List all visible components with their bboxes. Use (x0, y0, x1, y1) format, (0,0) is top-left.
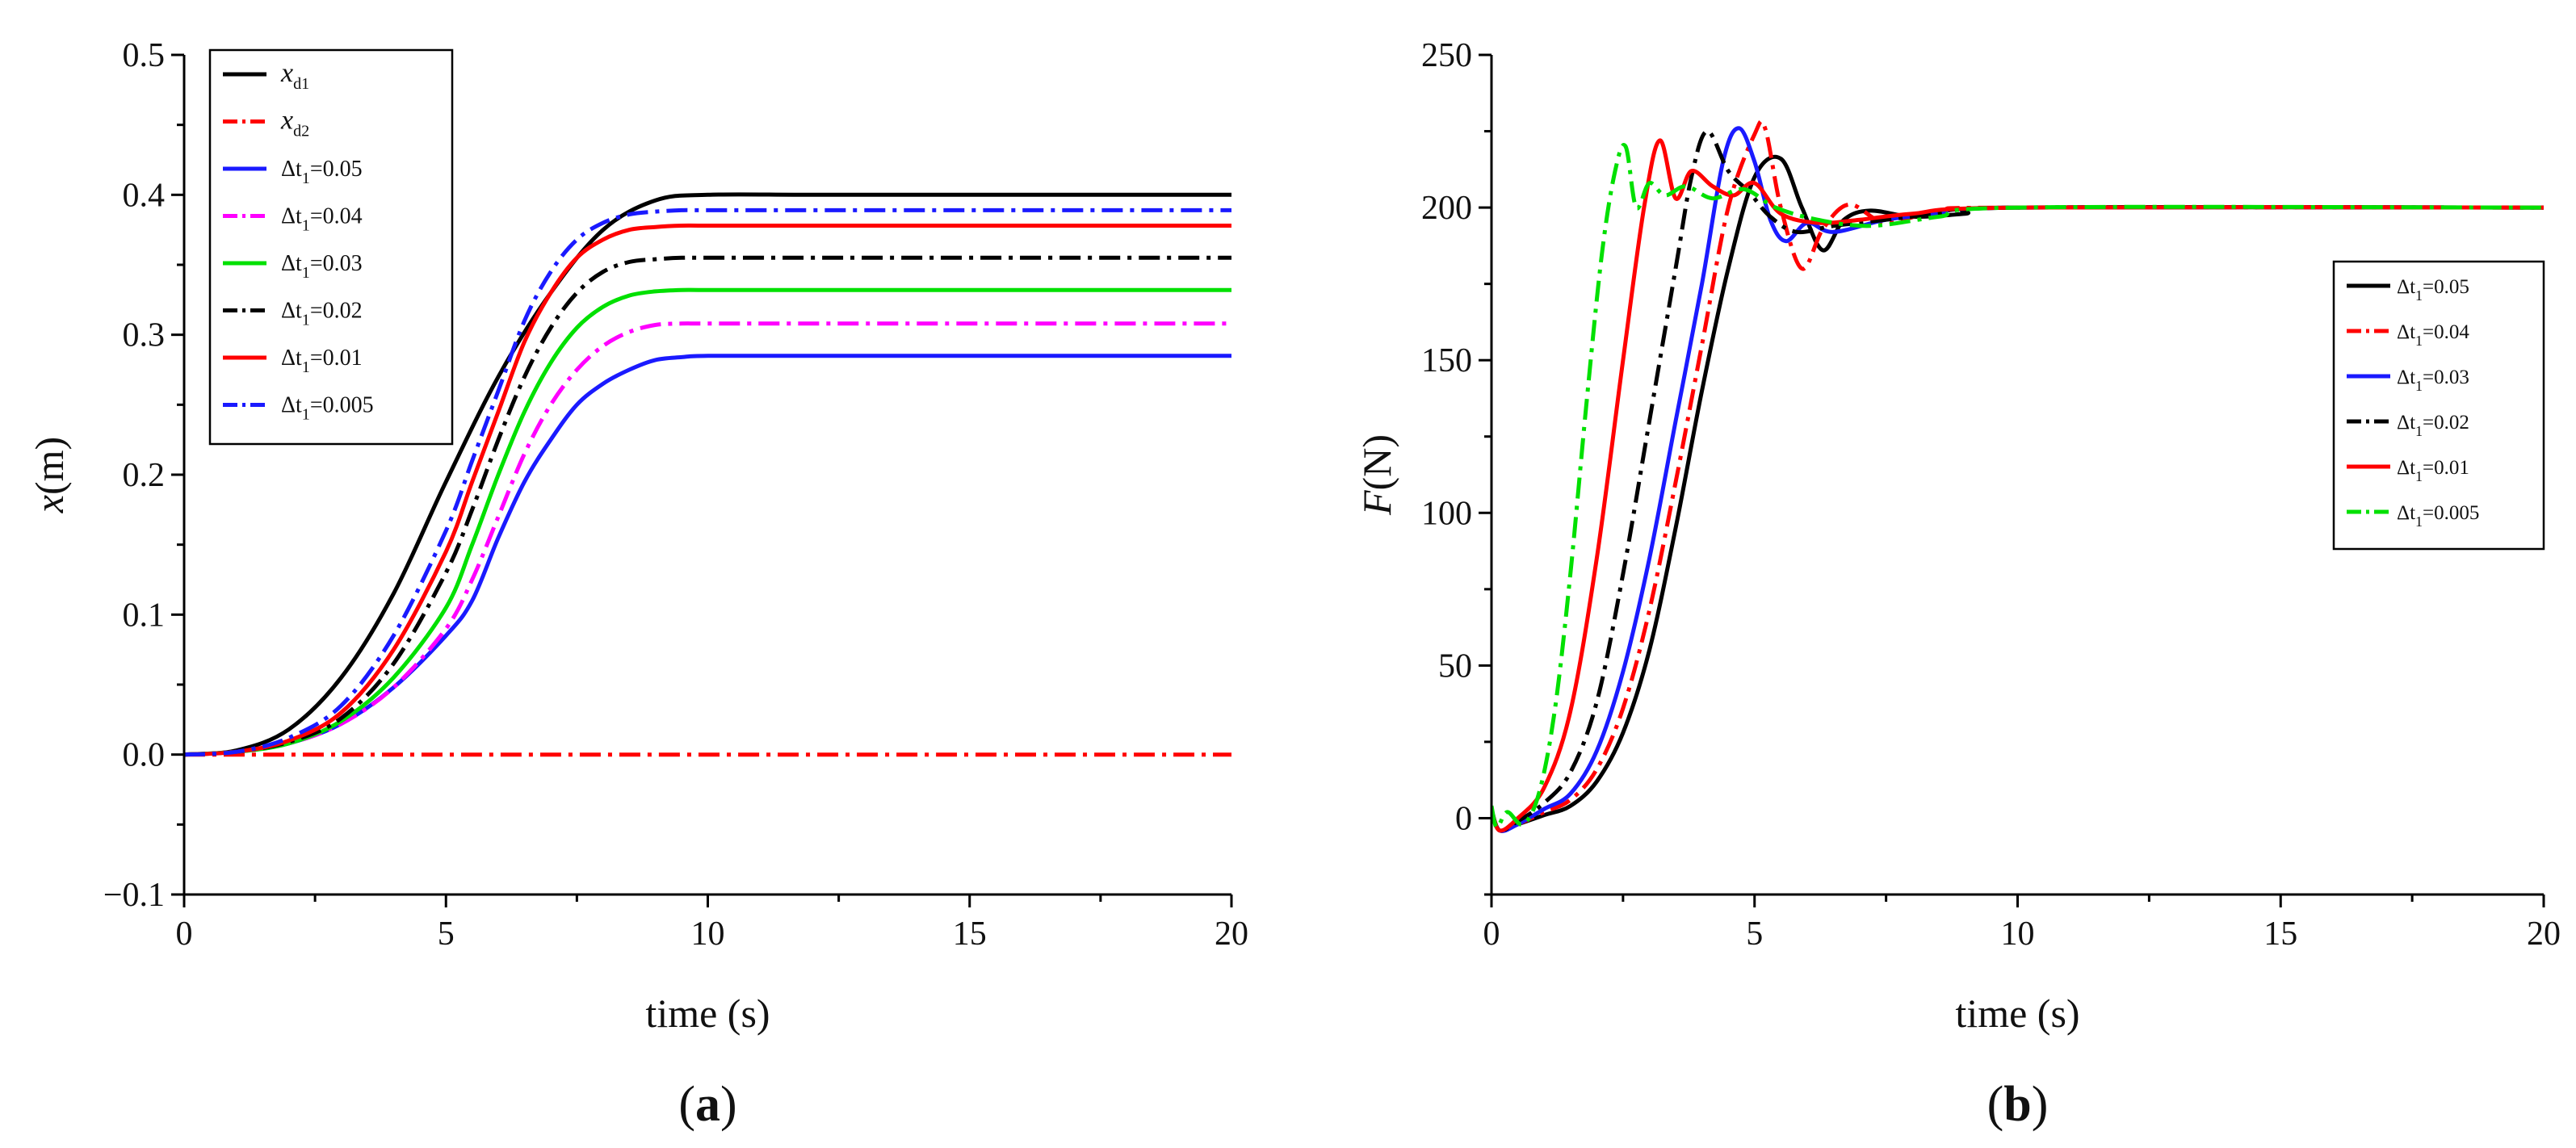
y-tick-label: 0.1 (123, 597, 166, 634)
legend-item: Δt1=0.02 (2347, 412, 2469, 439)
legend-item: Δt1=0.04 (2347, 321, 2469, 349)
y-tick-label: 250 (1421, 37, 1472, 74)
y-tick-label: 0.4 (123, 177, 166, 214)
legend-label: Δt1=0.05 (2397, 276, 2469, 304)
x-axis-title: time (s) (1955, 991, 2079, 1036)
y-axis-title: x(m) (27, 437, 72, 513)
series-line-6 (1491, 143, 2544, 830)
legend-item: Δt1=0.005 (2347, 502, 2479, 530)
y-axis-title: F(N) (1354, 434, 1399, 516)
legend-item: Δt1=0.04 (223, 204, 363, 235)
y-tick-label: 0 (1455, 800, 1472, 837)
x-axis-title: time (s) (645, 991, 770, 1036)
y-axis-variable: F (1354, 490, 1399, 516)
legend-item: Δt1=0.02 (223, 299, 363, 329)
x-tick-label: 5 (1746, 915, 1763, 953)
legend-item: Δt1=0.03 (223, 251, 363, 282)
y-tick-label: −0.1 (103, 877, 165, 914)
panel-label: (b) (1987, 1077, 2049, 1132)
series-line-7 (184, 223, 1231, 757)
y-tick-label: 50 (1438, 647, 1472, 685)
series-line-1 (1491, 154, 2544, 833)
legend-label: xd1 (280, 58, 309, 93)
y-tick-label: 0.0 (123, 737, 166, 774)
y-tick-label: 100 (1421, 495, 1472, 532)
legend-item: Δt1=0.005 (223, 393, 374, 424)
legend-label: Δt1=0.04 (281, 204, 363, 235)
legend: xd1 xd2 Δt1=0.05 Δt1=0.04 Δt1=0.03 Δt1=0.02 Δt… (208, 48, 454, 446)
legend-label: Δt1=0.05 (281, 157, 363, 187)
legend-label: Δt1=0.005 (281, 393, 374, 424)
y-tick-label: 0.2 (123, 457, 166, 494)
series-line-3 (1491, 126, 2544, 833)
series-line-5 (184, 287, 1231, 757)
legend-item: Δt1=0.03 (2347, 367, 2469, 394)
series-line-4 (1491, 129, 2544, 833)
x-tick-label: 0 (1483, 915, 1500, 953)
x-tick-label: 10 (2001, 915, 2035, 953)
y-tick-label: 0.3 (123, 317, 166, 354)
x-tick-label: 10 (691, 915, 725, 953)
panel-label: (a) (678, 1077, 736, 1132)
legend-item: Δt1=0.01 (223, 346, 363, 376)
legend-label: Δt1=0.005 (2397, 502, 2479, 530)
legend-box (2332, 260, 2545, 551)
series-group (1491, 119, 2544, 833)
x-tick-label: 15 (953, 915, 987, 953)
series-group (184, 192, 1231, 757)
legend-item: Δt1=0.05 (223, 157, 363, 187)
x-tick-label: 20 (2527, 915, 2561, 953)
legend-label: Δt1=0.04 (2397, 321, 2469, 349)
y-tick-label: 0.5 (123, 37, 166, 74)
x-tick-label: 0 (176, 915, 193, 953)
y-tick-label: 200 (1421, 190, 1472, 227)
legend-label: Δt1=0.02 (281, 299, 363, 329)
y-axis-unit: (m) (27, 437, 72, 495)
x-tick-label: 15 (2263, 915, 2297, 953)
series-line-6 (184, 255, 1231, 757)
legend-label: xd2 (280, 106, 309, 140)
y-axis-variable: x (27, 495, 72, 513)
panel-letter: a (695, 1077, 720, 1132)
legend-label: Δt1=0.01 (281, 346, 363, 376)
legend-label: Δt1=0.03 (2397, 367, 2469, 394)
legend-label: Δt1=0.03 (281, 251, 363, 282)
y-tick-label: 150 (1421, 342, 1472, 379)
legend-label: Δt1=0.02 (2397, 412, 2469, 439)
legend-item: xd1 (223, 58, 309, 93)
legend-label: Δt1=0.01 (2397, 457, 2469, 484)
legend-item: Δt1=0.01 (2347, 457, 2469, 484)
x-tick-label: 20 (1215, 915, 1248, 953)
series-line-5 (1491, 138, 2544, 833)
panel-letter: b (2003, 1077, 2031, 1132)
legend-box (208, 48, 454, 446)
legend-item: Δt1=0.05 (2347, 276, 2469, 304)
x-tick-label: 5 (438, 915, 455, 953)
legend-item: xd2 (223, 106, 309, 140)
legend: Δt1=0.05 Δt1=0.04 Δt1=0.03 Δt1=0.02 Δt1=0.01… (2332, 260, 2545, 551)
series-line-4 (184, 321, 1231, 757)
y-axis-unit: (N) (1354, 434, 1399, 490)
